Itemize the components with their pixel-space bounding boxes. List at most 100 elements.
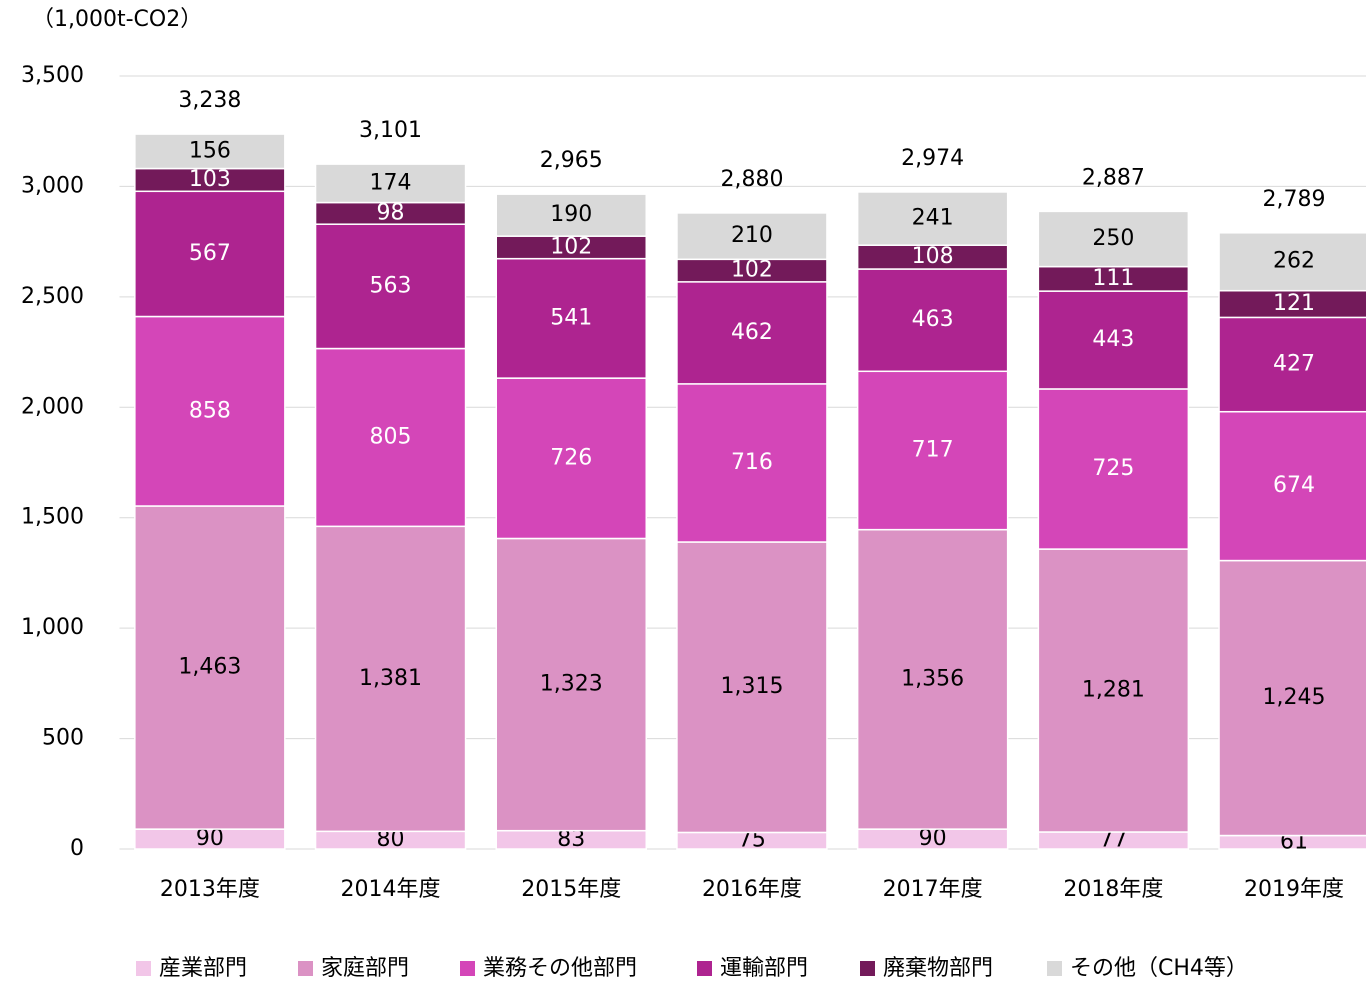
data-label: 726: [550, 445, 592, 470]
legend-label: 業務その他部門: [483, 956, 637, 981]
data-label: 541: [550, 305, 592, 330]
total-label: 3,238: [178, 88, 241, 113]
bar-segment: [856, 191, 1009, 246]
x-tick-label: 2018年度: [1063, 877, 1163, 902]
data-label: 717: [912, 437, 954, 462]
bar-segment: [676, 541, 828, 834]
y-tick-label: 3,000: [21, 173, 84, 198]
data-label: 1,323: [540, 672, 603, 697]
bar-segment: [495, 537, 647, 832]
data-label: 98: [377, 200, 405, 225]
legend-swatch: [460, 961, 475, 976]
data-label: 716: [731, 450, 773, 475]
data-label: 190: [550, 202, 592, 227]
y-tick-label: 3,500: [21, 63, 84, 88]
legend-label: 産業部門: [159, 956, 247, 981]
data-label: 1,463: [178, 655, 241, 680]
bar-segment: [134, 315, 286, 507]
data-label: 90: [919, 826, 947, 851]
y-tick-label: 0: [70, 836, 84, 861]
bar-segment: [314, 525, 467, 833]
data-label: 156: [189, 138, 231, 163]
data-label: 462: [731, 320, 773, 345]
bar-segment: [676, 281, 828, 385]
data-label: 121: [1273, 291, 1315, 316]
data-label: 111: [1092, 266, 1134, 291]
data-label: 210: [731, 223, 773, 248]
data-label: 241: [912, 206, 954, 231]
data-label: 443: [1092, 327, 1134, 352]
data-label: 674: [1273, 473, 1315, 498]
bar-segment: [1218, 289, 1366, 319]
y-tick-label: 500: [42, 726, 84, 751]
data-label: 805: [370, 424, 412, 449]
total-label: 2,880: [720, 167, 783, 192]
data-label: 250: [1092, 226, 1134, 251]
bar-segment: [495, 377, 647, 540]
bar-segment: [676, 212, 828, 261]
legend-label: その他（CH4等）: [1070, 956, 1248, 981]
data-label: 108: [912, 244, 954, 269]
data-label: 463: [912, 307, 954, 332]
data-label: 1,356: [901, 666, 964, 691]
total-label: 2,789: [1263, 187, 1326, 212]
legend-swatch: [860, 961, 875, 976]
x-tick-label: 2014年度: [341, 877, 441, 902]
bar-segment: [314, 223, 467, 350]
bar-segment: [1218, 410, 1366, 562]
data-label: 1,315: [720, 674, 783, 699]
bar-segment: [856, 370, 1009, 531]
data-label: 427: [1273, 352, 1315, 377]
total-label: 2,965: [540, 148, 603, 173]
x-tick-label: 2015年度: [521, 877, 621, 902]
bar-segment: [1218, 559, 1366, 837]
data-label: 102: [550, 234, 592, 259]
data-label: 102: [731, 258, 773, 283]
x-tick-label: 2017年度: [883, 877, 983, 902]
bar-segment: [1218, 316, 1366, 413]
legend-label: 廃棄物部門: [883, 956, 993, 981]
bar-segment: [314, 347, 467, 528]
bar-segment: [495, 257, 647, 379]
total-label: 2,974: [901, 146, 964, 171]
x-tick-label: 2016年度: [702, 877, 802, 902]
x-tick-label: 2013年度: [160, 877, 260, 902]
bar-segment: [1037, 388, 1190, 550]
data-label: 174: [370, 170, 412, 195]
y-tick-label: 2,500: [21, 284, 84, 309]
x-tick-label: 2019年度: [1244, 877, 1344, 902]
bar-segment: [134, 133, 286, 170]
data-label: 563: [370, 273, 412, 298]
bar-segment: [676, 383, 828, 543]
legend-swatch: [298, 961, 313, 976]
data-label: 1,381: [359, 666, 422, 691]
legend-swatch: [136, 961, 151, 976]
legend-swatch: [697, 961, 712, 976]
data-label: 725: [1092, 456, 1134, 481]
data-label: 858: [189, 398, 231, 423]
data-label: 567: [189, 241, 231, 266]
total-label: 3,101: [359, 118, 422, 143]
bar-segment: [1037, 290, 1190, 390]
data-label: 1,245: [1263, 685, 1326, 710]
y-tick-label: 2,000: [21, 394, 84, 419]
y-tick-label: 1,000: [21, 615, 84, 640]
bar-segment: [134, 190, 286, 318]
y-tick-label: 1,500: [21, 505, 84, 530]
bar-segment: [314, 163, 467, 204]
bar-segment: [856, 268, 1009, 373]
bar-segment: [134, 505, 286, 830]
bar-segment: [1218, 232, 1366, 292]
total-label: 2,887: [1082, 165, 1145, 190]
data-label: 262: [1273, 249, 1315, 274]
legend-label: 運輸部門: [720, 956, 808, 981]
bar-segment: [1037, 548, 1190, 833]
legend-swatch: [1047, 961, 1062, 976]
data-label: 90: [196, 826, 224, 851]
bar-segment: [495, 193, 647, 237]
legend-label: 家庭部門: [321, 956, 409, 981]
y-axis-label: （1,000t-CO2）: [32, 7, 202, 32]
data-label: 103: [189, 167, 231, 192]
bar-segment: [1037, 265, 1190, 292]
